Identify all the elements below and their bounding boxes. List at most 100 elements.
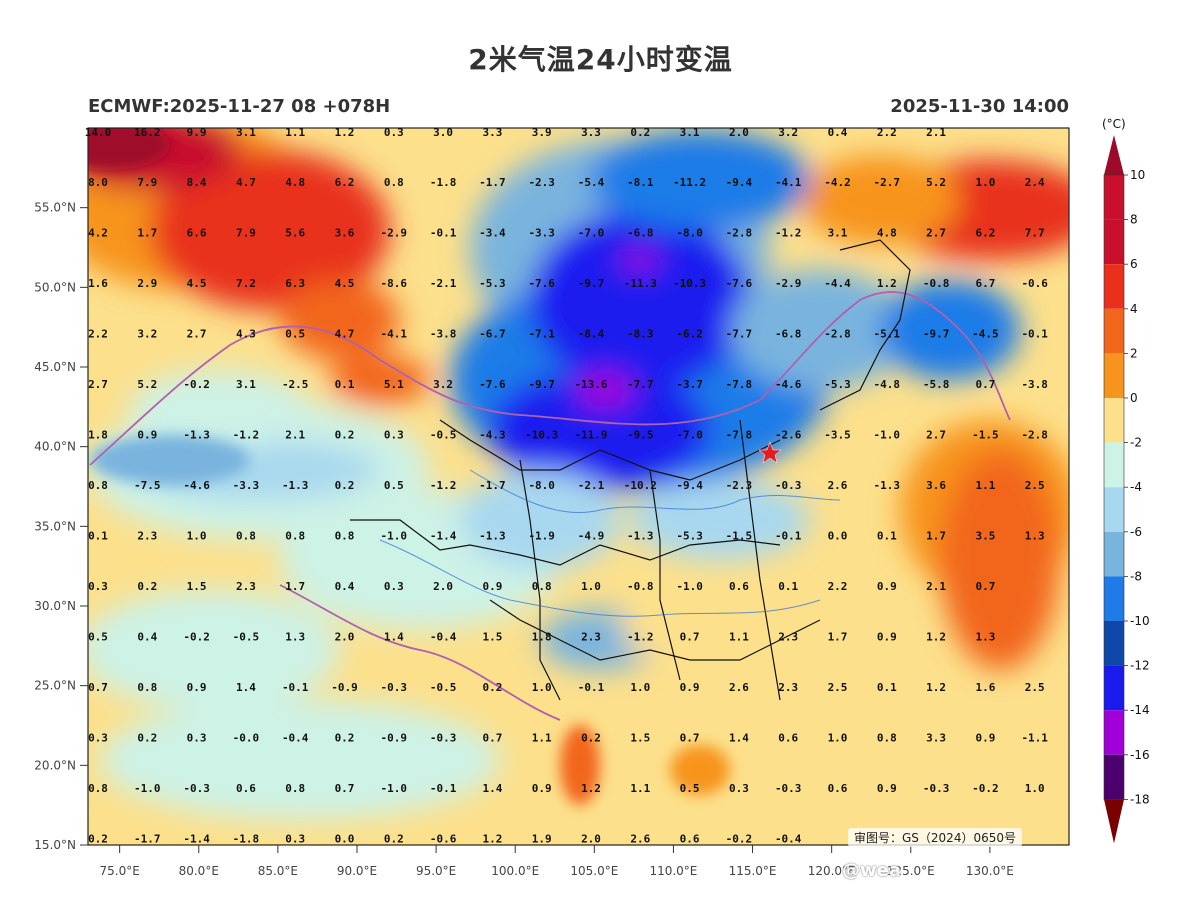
- grid-value: 4.5: [187, 277, 207, 290]
- grid-value: 1.6: [975, 681, 995, 694]
- grid-value: -3.8: [1021, 378, 1048, 391]
- grid-value: 2.5: [828, 681, 848, 694]
- grid-value: 0.8: [877, 732, 897, 745]
- grid-value: -0.1: [430, 782, 457, 795]
- grid-value: -1.3: [874, 479, 901, 492]
- legend-swatch: [1104, 219, 1124, 265]
- grid-value: -8.1: [627, 176, 654, 189]
- grid-value: 5.2: [137, 378, 157, 391]
- grid-value: -10.3: [525, 429, 558, 442]
- grid-value: 0.2: [335, 732, 355, 745]
- grid-value: 8.4: [187, 176, 207, 189]
- grid-value: 1.0: [581, 580, 601, 593]
- grid-value: 0.7: [975, 580, 995, 593]
- grid-value-labels: 14.0 16.2 9.9 3.1 1.1 1.2 0.3 3.0 3.3 3.9 3.3 0.2 3.…: [85, 126, 1049, 846]
- grid-value: 2.3: [778, 681, 798, 694]
- grid-value: 0.4: [828, 126, 848, 139]
- grid-value: 2.7: [926, 429, 946, 442]
- grid-value: -0.3: [183, 782, 210, 795]
- grid-value: -5.1: [874, 328, 901, 341]
- grid-value: 7.2: [236, 277, 256, 290]
- grid-value: 0.7: [335, 782, 355, 795]
- grid-value: 1.0: [828, 732, 848, 745]
- legend-bottom-arrow: [1104, 799, 1124, 844]
- grid-value: -2.8: [1021, 429, 1048, 442]
- grid-value: -0.1: [282, 681, 309, 694]
- grid-value: 0.2: [581, 732, 601, 745]
- grid-value: -4.1: [381, 328, 408, 341]
- grid-value: -1.8: [233, 833, 260, 846]
- grid-value: 0.0: [828, 530, 848, 543]
- grid-value: -0.9: [381, 732, 408, 745]
- grid-value: -2.3: [726, 479, 753, 492]
- grid-value: 1.5: [187, 580, 207, 593]
- grid-value: 0.7: [88, 681, 108, 694]
- grid-value: 2.0: [335, 631, 355, 644]
- grid-value: -6.2: [676, 328, 703, 341]
- grid-value: 1.2: [926, 631, 946, 644]
- lat-tick-label: 15.0°N: [34, 838, 76, 852]
- grid-value: -9.4: [726, 176, 753, 189]
- lon-tick-label: 90.0°E: [337, 864, 377, 878]
- grid-value: 0.3: [187, 732, 207, 745]
- grid-value: 0.8: [335, 530, 355, 543]
- grid-value: 1.2: [335, 126, 355, 139]
- grid-value: 0.1: [778, 580, 798, 593]
- grid-value: -9.7: [528, 378, 555, 391]
- grid-value: -7.5: [134, 479, 161, 492]
- grid-value: 2.0: [729, 126, 749, 139]
- grid-value: -1.7: [479, 176, 506, 189]
- grid-value: -2.9: [381, 227, 408, 240]
- lon-tick-label: 95.0°E: [416, 864, 456, 878]
- legend-swatch: [1104, 353, 1124, 398]
- grid-value: 0.9: [532, 782, 552, 795]
- legend-label: 8: [1130, 213, 1138, 227]
- grid-value: -2.3: [528, 176, 555, 189]
- grid-value: 0.2: [630, 126, 650, 139]
- grid-value: 9.9: [187, 126, 207, 139]
- grid-value: 3.9: [532, 126, 552, 139]
- grid-value: 0.7: [680, 732, 700, 745]
- grid-value: -0.4: [282, 732, 309, 745]
- grid-value: 0.7: [975, 378, 995, 391]
- grid-value: -7.7: [627, 378, 654, 391]
- grid-value: 1.2: [926, 681, 946, 694]
- grid-value: -0.8: [627, 580, 654, 593]
- grid-value: -11.3: [624, 277, 657, 290]
- grid-value: 0.8: [137, 681, 157, 694]
- grid-value: 7.9: [137, 176, 157, 189]
- legend-swatch: [1104, 487, 1124, 532]
- legend-swatch: [1104, 710, 1124, 755]
- legend-swatch: [1104, 264, 1124, 309]
- grid-value: 0.6: [729, 580, 749, 593]
- grid-value: -7.6: [479, 378, 506, 391]
- grid-value: 3.3: [926, 732, 946, 745]
- legend-swatch: [1104, 308, 1124, 354]
- grid-value: -0.3: [923, 782, 950, 795]
- grid-value: -1.2: [233, 429, 260, 442]
- grid-value: 0.5: [285, 328, 305, 341]
- grid-value: 0.8: [88, 782, 108, 795]
- grid-value: -1.0: [874, 429, 901, 442]
- grid-value: 3.1: [236, 378, 256, 391]
- grid-value: 0.2: [482, 681, 502, 694]
- grid-value: -8.0: [676, 227, 703, 240]
- grid-value: 0.3: [729, 782, 749, 795]
- grid-value: -1.4: [430, 530, 457, 543]
- grid-value: 2.7: [88, 378, 108, 391]
- grid-value: 0.5: [88, 631, 108, 644]
- grid-value: -2.5: [282, 378, 309, 391]
- grid-value: -0.5: [430, 429, 457, 442]
- grid-value: 2.9: [137, 277, 157, 290]
- grid-value: 2.0: [581, 833, 601, 846]
- grid-value: -4.8: [874, 378, 901, 391]
- grid-value: 2.3: [581, 631, 601, 644]
- grid-value: -1.0: [676, 580, 703, 593]
- grid-value: 1.0: [187, 530, 207, 543]
- lon-tick-label: 115.0°E: [729, 864, 777, 878]
- color-legend: 10 8 6 4 2 0 -2 -4 -6 -8 -10 -12 -14 -16 -18 (°C): [1102, 117, 1150, 844]
- grid-value: 0.3: [384, 429, 404, 442]
- grid-value: 3.5: [975, 530, 995, 543]
- lon-tick-label: 130.0°E: [966, 864, 1014, 878]
